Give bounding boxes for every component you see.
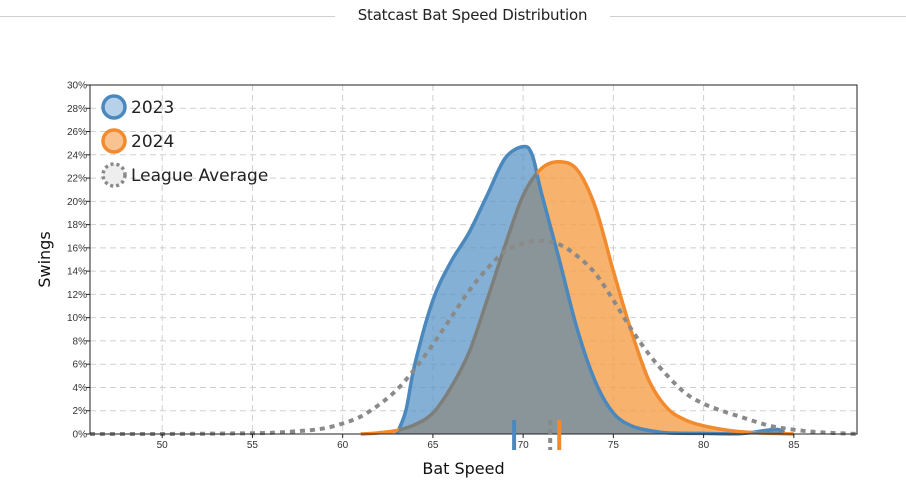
x-tick-label: 55 bbox=[247, 440, 259, 451]
x-tick-label: 85 bbox=[788, 440, 800, 451]
legend-item-2024[interactable]: 2024 bbox=[101, 128, 174, 154]
y-tick-label: 26% bbox=[67, 127, 87, 138]
x-tick-label: 75 bbox=[608, 440, 620, 451]
x-axis-label: Bat Speed bbox=[422, 459, 504, 478]
line-league-average bbox=[90, 238, 858, 437]
y-tick-label: 10% bbox=[67, 313, 87, 324]
legend-label-league-average: League Average bbox=[131, 166, 268, 186]
y-tick-label: 20% bbox=[67, 197, 87, 208]
legend-item-league-average[interactable]: League Average bbox=[101, 162, 268, 188]
distribution-areas bbox=[90, 144, 858, 437]
chart-title: Statcast Bat Speed Distribution bbox=[357, 6, 588, 24]
legend-item-2023[interactable]: 2023 bbox=[101, 94, 174, 120]
y-tick-label: 6% bbox=[73, 360, 88, 371]
y-tick-label: 30% bbox=[67, 81, 87, 92]
x-tick-label: 80 bbox=[698, 440, 710, 451]
y-tick-label: 4% bbox=[73, 383, 88, 394]
y-tick-label: 8% bbox=[73, 336, 88, 347]
axis-ticks: 0% 2% 4% 6% 8% 10% 12% 14% 16% 18% 20% 22% 24% 26% 28%… bbox=[67, 81, 800, 452]
line-2023 bbox=[395, 144, 786, 436]
legend[interactable]: 2023 2024 League Average bbox=[101, 94, 268, 188]
y-tick-label: 24% bbox=[67, 150, 87, 161]
x-tick-label: 50 bbox=[157, 440, 169, 451]
mean-markers bbox=[512, 420, 562, 450]
y-tick-label: 28% bbox=[67, 104, 87, 115]
legend-swatch-2024 bbox=[101, 128, 127, 154]
y-tick-label: 12% bbox=[67, 290, 87, 301]
y-tick-label: 16% bbox=[67, 243, 87, 254]
legend-swatch-2023 bbox=[101, 94, 127, 120]
y-tick-label: 22% bbox=[67, 174, 87, 185]
title-divider-left bbox=[0, 16, 335, 17]
x-tick-label: 70 bbox=[518, 440, 530, 451]
title-divider-right bbox=[610, 16, 906, 17]
y-axis-label: Swings bbox=[35, 231, 54, 287]
legend-swatch-league-average bbox=[101, 162, 127, 188]
chart-title-bar: Statcast Bat Speed Distribution bbox=[0, 0, 906, 32]
legend-label-2024: 2024 bbox=[131, 132, 174, 152]
y-tick-label: 2% bbox=[73, 406, 88, 417]
y-tick-label: 18% bbox=[67, 220, 87, 231]
x-tick-label: 65 bbox=[427, 440, 439, 451]
plot-frame bbox=[89, 84, 858, 435]
y-tick-label: 0% bbox=[73, 430, 88, 441]
y-tick-label: 14% bbox=[67, 267, 87, 278]
legend-label-2023: 2023 bbox=[131, 98, 174, 118]
x-tick-label: 60 bbox=[337, 440, 349, 451]
